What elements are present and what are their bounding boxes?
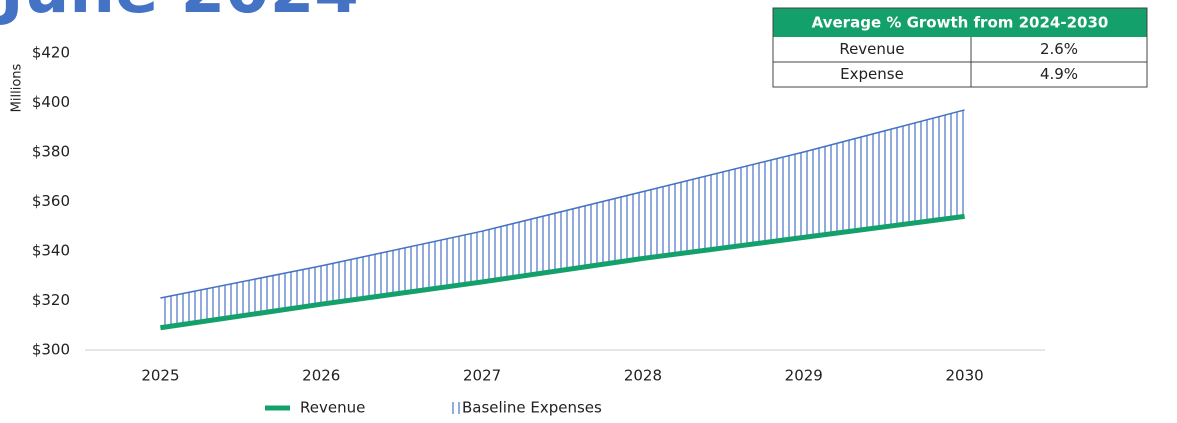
legend-swatch: [450, 402, 460, 414]
x-tick-label: 2027: [463, 367, 501, 385]
y-tick-label: $400: [32, 93, 70, 111]
x-tick-label: 2025: [141, 367, 179, 385]
expense-hatch: [160, 109, 965, 328]
y-tick-label: $360: [32, 192, 70, 210]
series-line: [160, 109, 965, 299]
legend-label: Baseline Expenses: [462, 399, 602, 417]
series-line: [160, 213, 965, 331]
growth-table: Average % Growth from 2024-2030 Revenue …: [772, 7, 1148, 88]
y-tick-label: $340: [32, 242, 70, 260]
x-tick-label: 2028: [624, 367, 662, 385]
table-header-bg: [773, 8, 1147, 37]
table-cell: Expense: [840, 65, 904, 83]
y-tick-label: $380: [32, 143, 70, 161]
y-tick-label: $300: [32, 341, 70, 359]
legend-label: Revenue: [300, 399, 365, 417]
y-tick-label: $420: [32, 44, 70, 62]
x-tick-label: 2026: [302, 367, 340, 385]
x-tick-label: 2029: [785, 367, 823, 385]
x-tick-label: 2030: [945, 367, 983, 385]
page-title: June 2024: [0, 0, 359, 28]
y-axis-label: Millions: [10, 63, 25, 112]
table-title: Average % Growth from 2024-2030: [812, 14, 1109, 32]
table-border: [772, 7, 1148, 88]
table-cell: 4.9%: [1040, 65, 1078, 83]
table-cell: 2.6%: [1040, 40, 1078, 58]
table-cell: Revenue: [839, 40, 904, 58]
y-tick-label: $320: [32, 291, 70, 309]
